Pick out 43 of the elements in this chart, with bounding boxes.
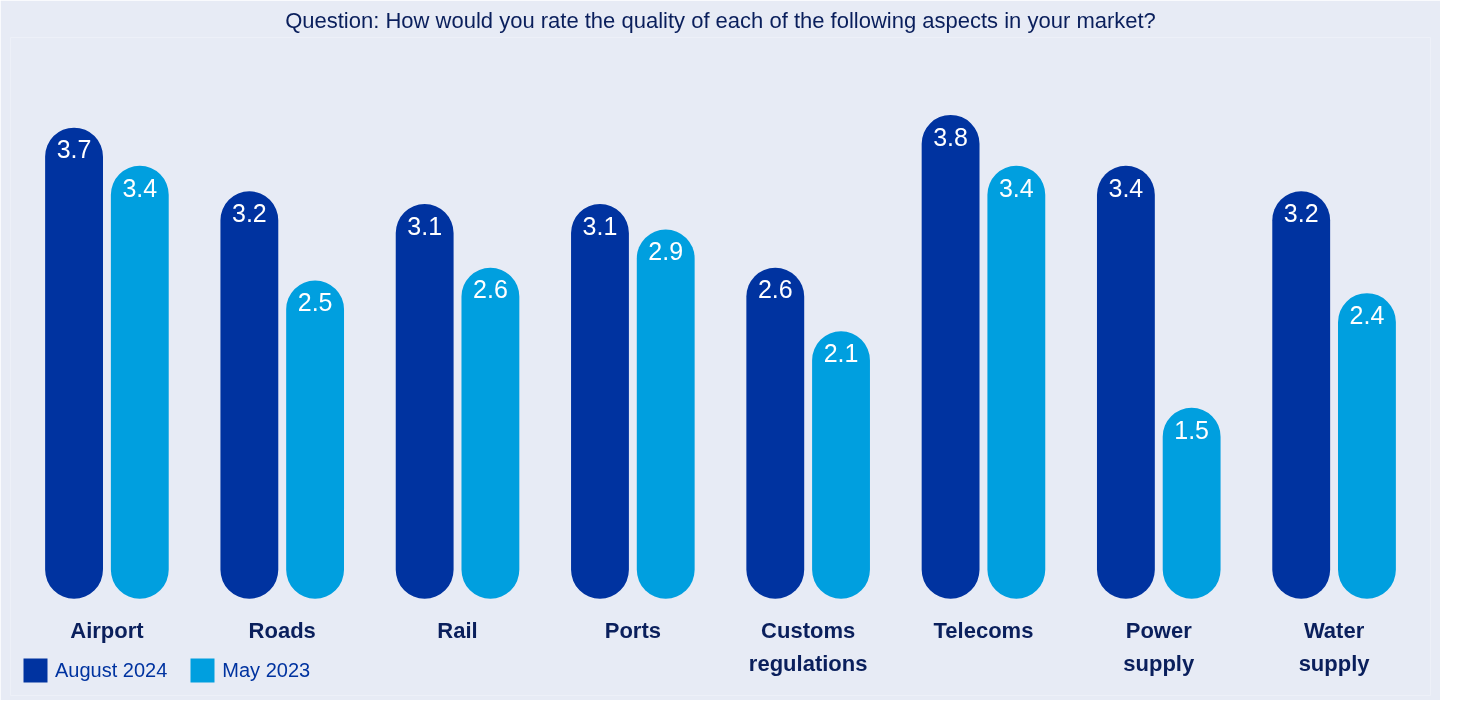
data-label: 3.2 [231, 199, 267, 228]
data-label: 3.2 [1283, 199, 1319, 228]
bar [812, 331, 870, 599]
x-tick-label: Airport [70, 618, 145, 644]
data-label: 2.9 [648, 237, 684, 266]
bar [45, 127, 103, 599]
legend-label: August 2024 [55, 658, 168, 682]
bar [286, 280, 345, 599]
chart-title: Question: How would you rate the quality of each of the following aspects in your market? [285, 7, 1156, 33]
bar [1272, 191, 1331, 599]
bar [987, 165, 1046, 599]
bar [220, 191, 279, 599]
bar [746, 267, 805, 599]
data-label: 3.4 [998, 173, 1034, 202]
x-tick-label: Power supply [1123, 618, 1195, 676]
data-label: 2.5 [297, 288, 333, 317]
data-label: 2.1 [823, 339, 859, 368]
data-label: 1.5 [1174, 415, 1210, 444]
x-tick-label: Rail [437, 618, 478, 644]
bar [921, 114, 980, 599]
x-tick-label: Ports [604, 618, 661, 644]
x-tick-label: Roads [248, 618, 316, 644]
data-label: 2.6 [473, 275, 508, 304]
x-tick-label: Telecoms [933, 618, 1034, 644]
bar [110, 165, 169, 599]
data-label: 3.8 [933, 122, 968, 151]
x-tick-label: Water supply [1298, 618, 1371, 676]
data-label: 3.4 [1108, 173, 1144, 202]
bar [461, 267, 520, 599]
bar [571, 204, 629, 599]
bar [1162, 407, 1221, 599]
bar [1338, 293, 1396, 599]
data-label: 2.6 [757, 275, 793, 304]
bar [1096, 165, 1155, 599]
data-label: 3.1 [582, 211, 618, 240]
data-label: 3.7 [56, 135, 92, 164]
data-label: 3.4 [122, 173, 158, 202]
bar [636, 229, 695, 599]
data-label: 3.1 [407, 211, 443, 240]
x-tick-label: Customs regulations [748, 618, 868, 676]
legend-label: May 2023 [222, 658, 311, 682]
bar [395, 204, 454, 599]
data-label: 2.4 [1349, 300, 1385, 329]
